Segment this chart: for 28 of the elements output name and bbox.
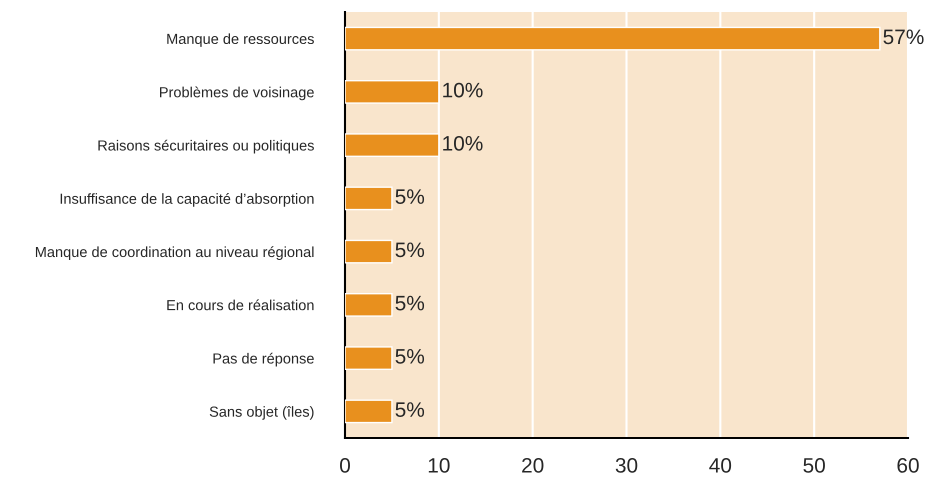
data-label: 5%	[396, 296, 424, 310]
bar	[345, 186, 393, 210]
data-label: 57%	[883, 30, 924, 44]
data-label: 5%	[396, 242, 424, 258]
x-tick-label: 60	[897, 458, 919, 473]
data-label: 10%	[443, 82, 483, 98]
bar	[345, 292, 393, 317]
y-tick-label: Manque de ressources	[167, 33, 314, 47]
y-tick-label: En cours de réalisation	[167, 299, 314, 310]
y-tick-label: Problèmes de voisinage	[160, 86, 314, 100]
bar	[345, 399, 393, 424]
x-tick-label: 10	[428, 458, 450, 473]
y-tick-label: Insuffisance de la capacité d’absorption	[60, 193, 314, 207]
y-tick-label: Pas de réponse	[213, 352, 314, 367]
x-tick-label: 30	[616, 458, 638, 473]
y-tick-label: Raisons sécuritaires ou politiques	[98, 140, 314, 154]
y-tick-label: Manque de coordination au niveau régional	[36, 246, 314, 260]
data-label: 5%	[396, 189, 424, 204]
x-tick-label: 20	[522, 458, 544, 473]
data-label: 5%	[396, 402, 424, 417]
x-tick-label: 50	[803, 458, 825, 473]
bar	[345, 346, 393, 370]
bar	[345, 240, 393, 264]
y-tick-label: Sans objet (îles)	[210, 406, 314, 420]
x-tick-label: 0	[340, 458, 350, 473]
x-tick-label: 40	[709, 458, 732, 473]
data-label: 5%	[396, 349, 424, 364]
data-label: 10%	[443, 136, 483, 151]
